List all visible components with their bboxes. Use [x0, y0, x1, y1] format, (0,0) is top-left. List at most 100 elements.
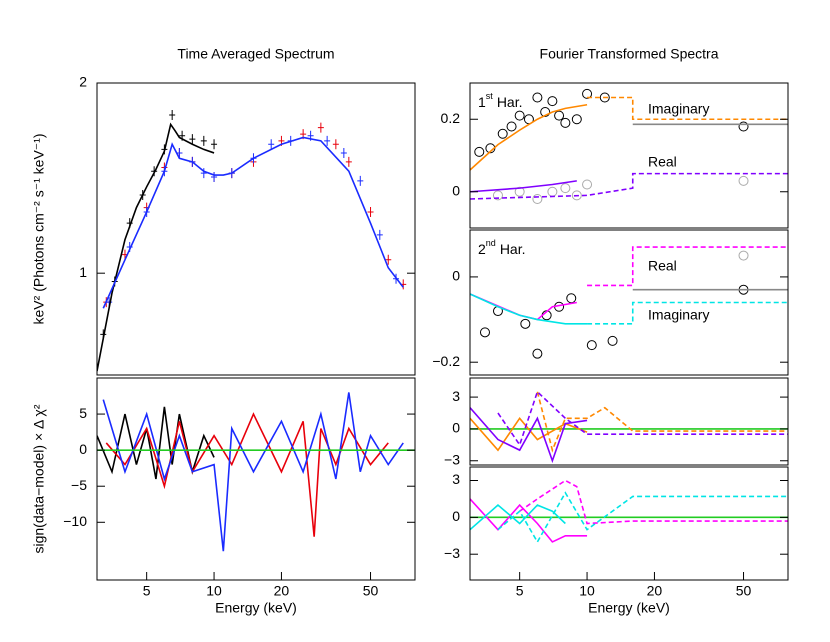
data-point: [357, 175, 364, 186]
panel-label-number: 2: [478, 241, 486, 257]
x-tick-label: 20: [274, 583, 290, 599]
y-tick-label: 1: [79, 264, 87, 280]
data-point: [560, 183, 571, 194]
y-tick-label: −3: [444, 451, 460, 467]
x-tick-label: 5: [143, 583, 151, 599]
series-line: [97, 406, 215, 480]
data-point: [506, 121, 517, 132]
x-tick-label: 10: [579, 583, 595, 599]
series-line: [97, 122, 215, 372]
panel-frame: [96, 377, 416, 581]
panel-title: Fourier Transformed Spectra: [540, 46, 719, 62]
data-point: [547, 96, 558, 107]
data-point: [189, 134, 196, 145]
series-line: [470, 416, 588, 452]
data-point: [554, 110, 565, 121]
plot-area: [470, 88, 788, 204]
plot-area: [470, 390, 788, 464]
x-tick-label: 50: [363, 583, 379, 599]
data-point: [571, 190, 582, 201]
data-point: [540, 107, 551, 117]
series-label: Real: [648, 154, 677, 170]
data-point: [582, 179, 593, 190]
y-tick-label: −10: [63, 513, 87, 529]
y-axis-label: keV² (Photons cm⁻² s⁻¹ keV⁻¹): [31, 134, 47, 325]
series-line: [536, 391, 788, 453]
data-point: [268, 139, 275, 150]
plot-area: [470, 246, 788, 359]
data-point: [367, 206, 374, 217]
plot-area: [97, 392, 415, 552]
y-tick-label: 0: [452, 508, 460, 524]
data-point: [492, 190, 503, 201]
panel-frame: [469, 377, 789, 466]
x-axis-label: Energy (keV): [215, 600, 297, 616]
series-line: [497, 390, 788, 447]
data-point: [169, 109, 176, 120]
series-line: [470, 293, 588, 325]
y-tick-label: 3: [452, 388, 460, 404]
x-tick-label: 20: [647, 583, 663, 599]
series-line: [470, 180, 577, 193]
series-line: [519, 479, 788, 525]
y-tick-label: −5: [71, 477, 87, 493]
data-point: [566, 293, 577, 304]
data-point: [738, 121, 749, 132]
series-label: Imaginary: [648, 101, 709, 117]
data-point: [514, 186, 525, 197]
x-tick-label: 50: [736, 583, 752, 599]
x-tick-label: 5: [516, 583, 524, 599]
data-point: [532, 92, 543, 103]
y-tick-label: 5: [79, 405, 87, 421]
x-axis-label: Energy (keV): [588, 600, 670, 616]
data-point: [497, 128, 508, 139]
x-tick-label: 10: [206, 583, 222, 599]
y-tick-label: −0.2: [432, 353, 460, 369]
y-tick-label: 0: [452, 268, 460, 284]
data-point: [211, 171, 218, 182]
series-line: [470, 172, 788, 200]
data-point: [586, 340, 597, 351]
data-point: [376, 229, 383, 240]
panel-frame: [469, 82, 789, 229]
y-tick-label: 3: [452, 471, 460, 487]
data-point: [514, 110, 525, 121]
data-point: [532, 194, 543, 204]
data-point: [340, 147, 347, 158]
y-tick-label: 0: [79, 441, 87, 457]
series-line: [105, 412, 389, 537]
panel-frame: [469, 466, 789, 581]
series-line: [102, 136, 404, 309]
y-tick-label: 0: [452, 420, 460, 436]
panel-label-suffix: nd: [486, 238, 496, 248]
y-tick-label: 2: [79, 74, 87, 90]
data-point: [582, 88, 593, 99]
panel-frame: [96, 82, 416, 376]
data-point: [324, 135, 331, 146]
data-point: [571, 114, 582, 125]
panel-title: Time Averaged Spectrum: [177, 46, 334, 62]
series-line: [497, 491, 788, 544]
data-point: [332, 139, 339, 150]
panel-label: 1st Har.: [478, 91, 523, 109]
plot-area: [470, 479, 788, 544]
panel-label-text: Har.: [500, 241, 526, 257]
data-point: [738, 250, 749, 261]
data-point: [520, 318, 531, 329]
panel-label-suffix: st: [486, 91, 494, 101]
y-tick-label: 0.2: [441, 110, 461, 126]
data-point: [479, 327, 490, 338]
data-point: [474, 146, 485, 157]
data-point: [547, 186, 558, 197]
data-point: [599, 92, 610, 103]
data-point: [200, 168, 207, 179]
series-label: Imaginary: [648, 307, 709, 323]
y-tick-label: −3: [444, 545, 460, 561]
panel-label: 2nd Har.: [478, 238, 526, 256]
data-point: [532, 348, 543, 359]
series-line: [470, 103, 588, 171]
data-point: [738, 175, 749, 186]
panel-label-text: Har.: [497, 94, 523, 110]
y-axis-label: sign(data−model) × Δ χ²: [31, 404, 47, 553]
